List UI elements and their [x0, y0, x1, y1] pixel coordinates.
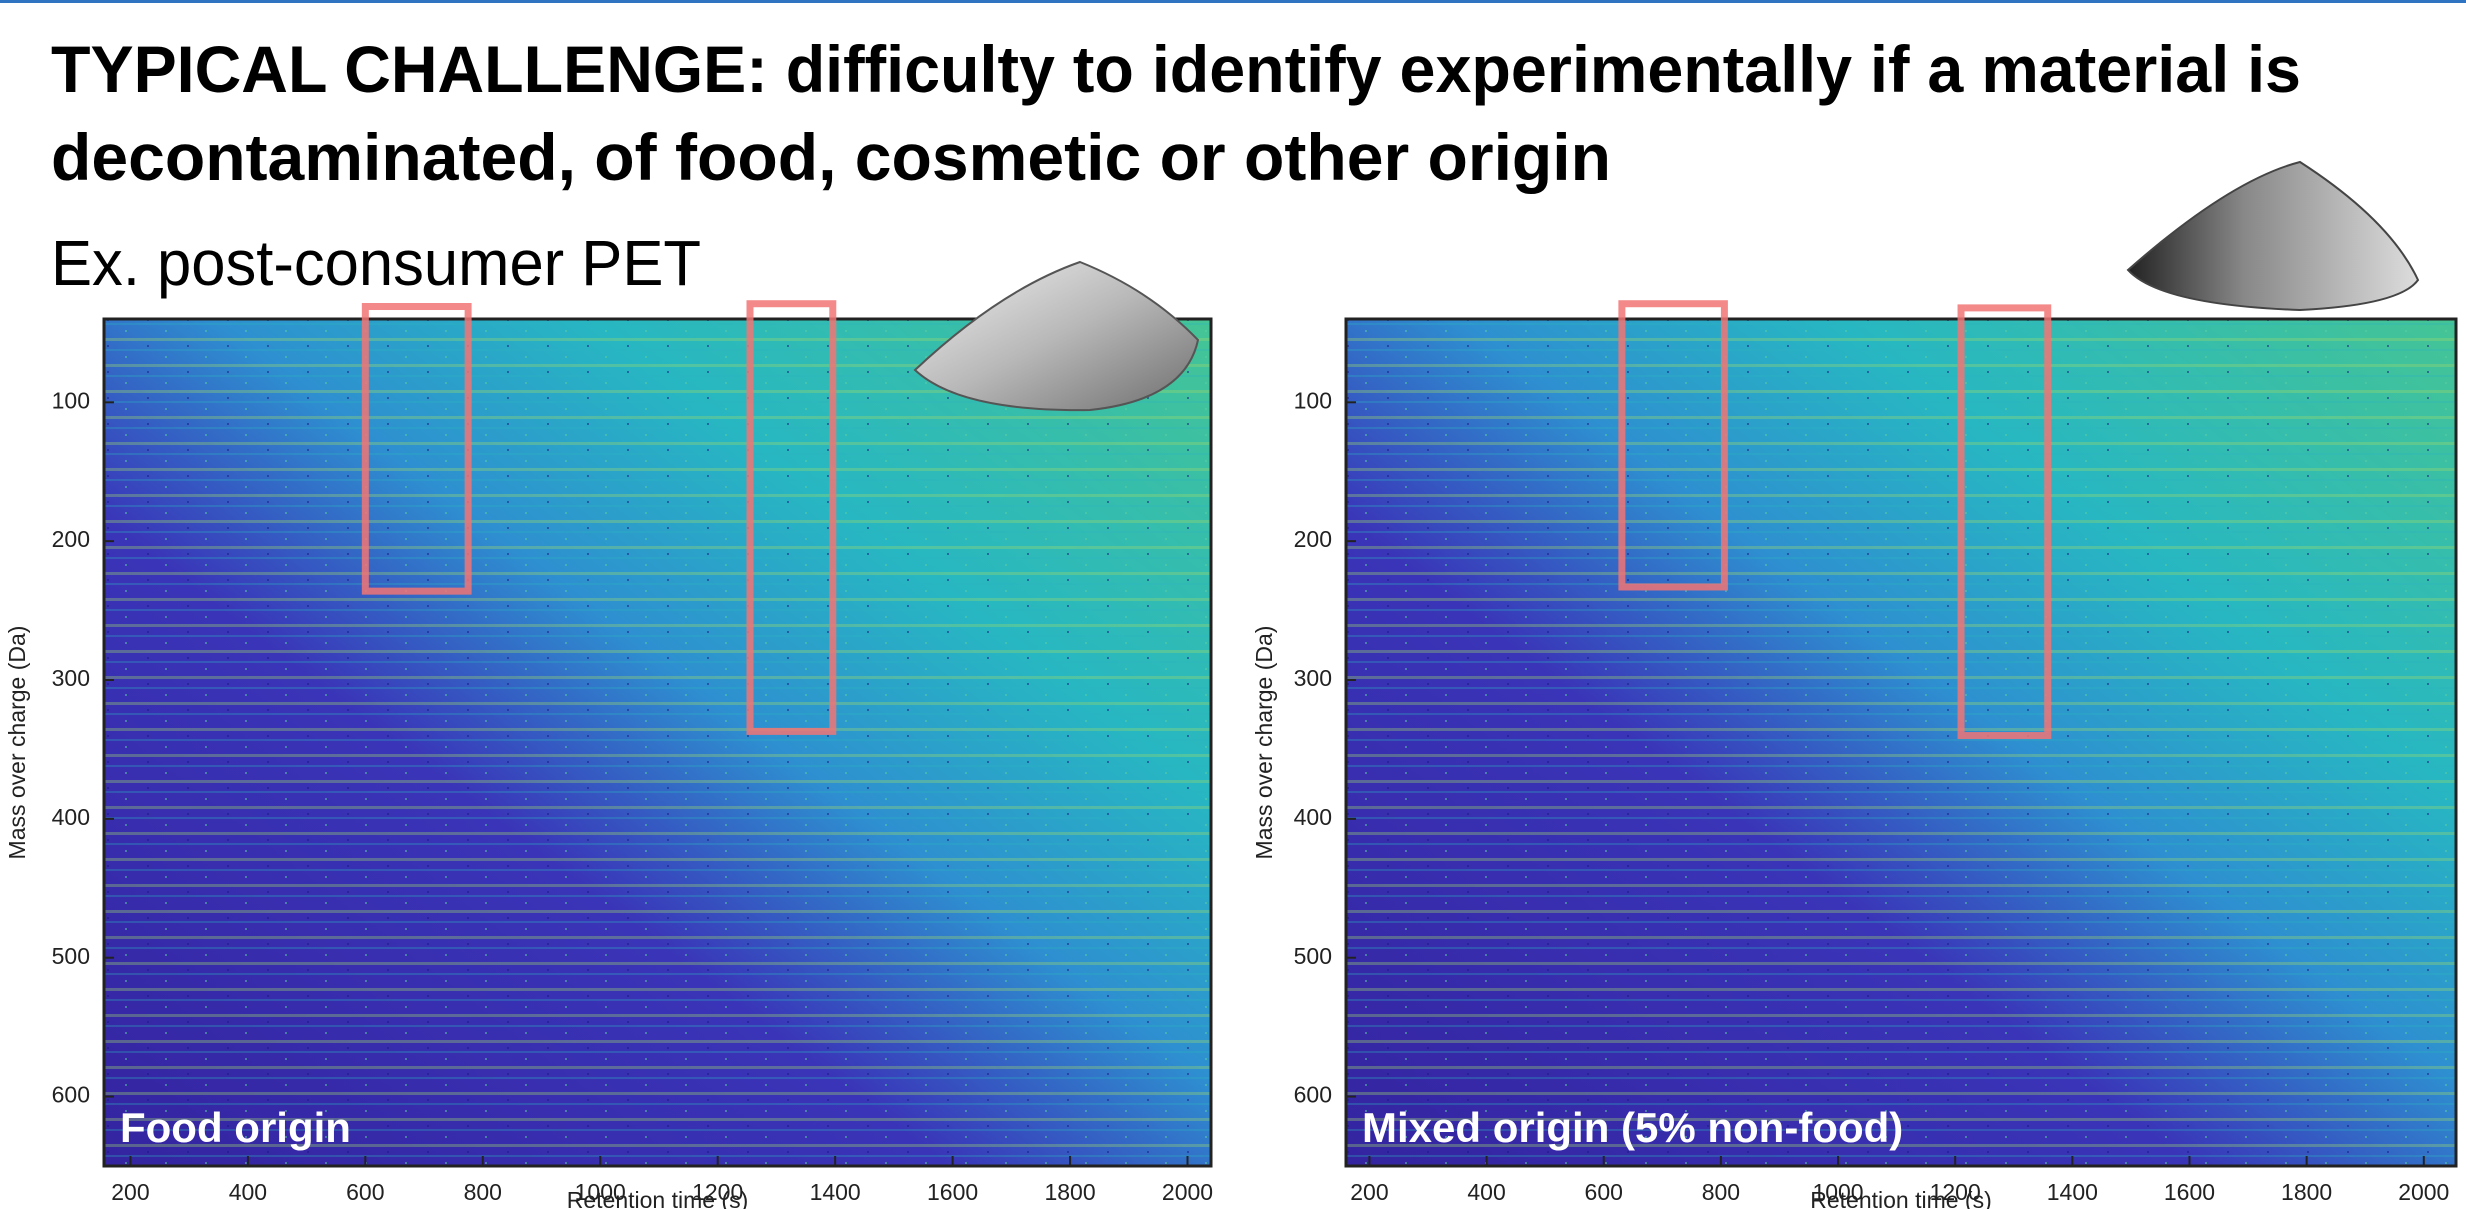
y-tick-label: 400: [52, 804, 90, 830]
y-tick-label: 500: [52, 943, 90, 969]
y-tick-label: 600: [1294, 1082, 1332, 1108]
slide: TYPICAL CHALLENGE: difficulty to identif…: [0, 0, 2466, 1209]
x-tick-label: 200: [1350, 1179, 1388, 1205]
y-tick-label: 500: [1294, 943, 1332, 969]
heatmap-texture: [104, 319, 1211, 1166]
x-tick-label: 2000: [2398, 1179, 2449, 1205]
y-axis-label: Mass over charge (Da): [1251, 626, 1277, 860]
top-rule: [0, 0, 2466, 3]
y-tick-label: 100: [52, 387, 90, 413]
y-tick-label: 100: [1294, 387, 1332, 413]
x-tick-label: 200: [111, 1179, 149, 1205]
y-tick-label: 300: [1294, 665, 1332, 691]
x-tick-label: 800: [464, 1179, 502, 1205]
annotation: Food origin: [120, 1104, 351, 1151]
pellet-image: [2128, 162, 2418, 310]
y-tick-label: 200: [1294, 526, 1332, 552]
subtitle: Ex. post-consumer PET: [51, 227, 701, 299]
x-tick-label: 400: [1467, 1179, 1505, 1205]
y-tick-label: 300: [52, 665, 90, 691]
y-tick-label: 200: [52, 526, 90, 552]
x-tick-label: 1800: [2281, 1179, 2332, 1205]
title-line: decontaminated, of food, cosmetic or oth…: [51, 120, 1611, 194]
title-line: TYPICAL CHALLENGE: difficulty to identif…: [51, 32, 2301, 106]
pellet-image: [915, 262, 1198, 410]
x-axis-label: Retention time (s): [567, 1187, 749, 1209]
x-tick-label: 400: [229, 1179, 267, 1205]
x-tick-label: 600: [1585, 1179, 1623, 1205]
x-tick-label: 1600: [927, 1179, 978, 1205]
y-tick-label: 600: [52, 1082, 90, 1108]
heatmap-texture: [1346, 319, 2456, 1166]
x-tick-label: 600: [346, 1179, 384, 1205]
x-tick-label: 1800: [1044, 1179, 1095, 1205]
y-tick-label: 400: [1294, 804, 1332, 830]
x-tick-label: 2000: [1162, 1179, 1213, 1205]
x-axis-label: Retention time (s): [1810, 1187, 1992, 1209]
x-tick-label: 800: [1702, 1179, 1740, 1205]
y-axis-label: Mass over charge (Da): [4, 626, 30, 860]
x-tick-label: 1400: [2047, 1179, 2098, 1205]
x-tick-label: 1400: [810, 1179, 861, 1205]
x-tick-label: 1600: [2164, 1179, 2215, 1205]
annotation: Mixed origin (5% non-food): [1362, 1104, 1903, 1151]
